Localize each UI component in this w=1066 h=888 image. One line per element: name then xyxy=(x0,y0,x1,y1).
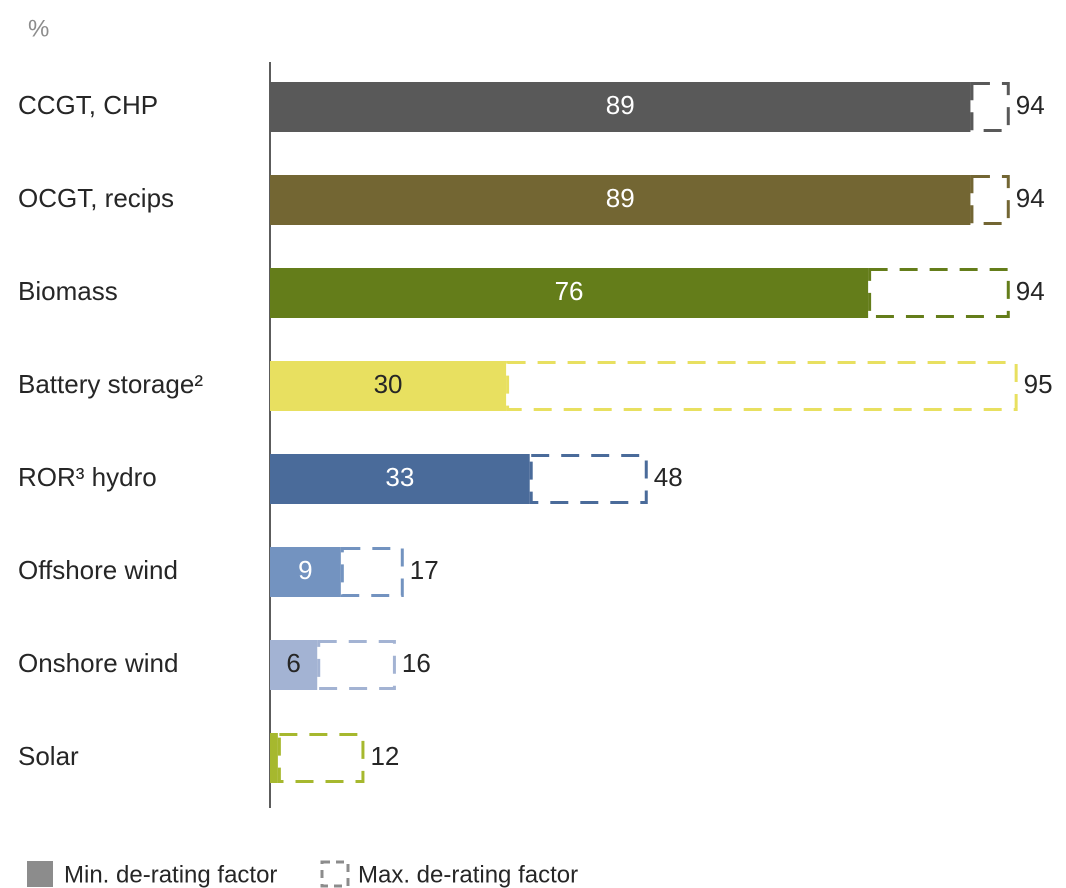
legend-label-min: Min. de-rating factor xyxy=(64,861,277,888)
max-value-label: 17 xyxy=(410,555,439,585)
max-range xyxy=(277,733,365,783)
category-label: CCGT, CHP xyxy=(18,90,158,120)
max-range xyxy=(340,547,404,597)
category-label: Biomass xyxy=(18,276,118,306)
category-label: OCGT, recips xyxy=(18,183,174,213)
min-bar xyxy=(270,733,278,783)
min-value-label: 89 xyxy=(606,183,635,213)
min-value-label: 33 xyxy=(385,462,414,492)
category-label: Battery storage² xyxy=(18,369,203,399)
min-value-label: 76 xyxy=(555,276,584,306)
max-range xyxy=(506,361,1018,411)
min-bar xyxy=(270,640,318,690)
min-value-label: 89 xyxy=(606,90,635,120)
max-value-label: 12 xyxy=(370,741,399,771)
category-label: Solar xyxy=(18,741,79,771)
max-value-label: 16 xyxy=(402,648,431,678)
category-label: Offshore wind xyxy=(18,555,178,585)
max-value-label: 94 xyxy=(1016,90,1045,120)
unit-label: % xyxy=(28,15,49,42)
min-bar xyxy=(270,454,530,504)
min-value-label: 6 xyxy=(286,648,300,678)
min-bar xyxy=(270,361,507,411)
min-bar xyxy=(270,547,341,597)
max-range xyxy=(529,454,648,504)
category-label: Onshore wind xyxy=(18,648,178,678)
max-range xyxy=(970,175,1010,225)
max-range xyxy=(970,82,1010,132)
max-value-label: 95 xyxy=(1024,369,1053,399)
max-value-label: 48 xyxy=(654,462,683,492)
max-range xyxy=(868,268,1010,318)
legend-swatch-max xyxy=(320,860,350,888)
max-value-label: 94 xyxy=(1016,276,1045,306)
max-range xyxy=(317,640,396,690)
legend-swatch-min xyxy=(27,861,53,887)
min-bar xyxy=(270,268,869,318)
max-value-label: 94 xyxy=(1016,183,1045,213)
category-label: ROR³ hydro xyxy=(18,462,157,492)
min-value-label: 9 xyxy=(298,555,312,585)
min-value-label: 30 xyxy=(374,369,403,399)
legend-label-max: Max. de-rating factor xyxy=(358,861,578,888)
min-bar xyxy=(270,175,971,225)
min-bar xyxy=(270,82,971,132)
